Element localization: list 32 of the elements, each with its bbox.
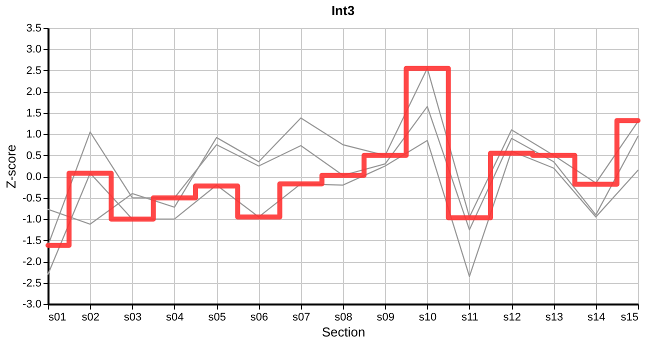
x-tick-label: s11 <box>461 312 478 324</box>
x-tick-label: s12 <box>503 312 521 324</box>
x-tick-label: s05 <box>208 312 226 324</box>
y-tick-label: -3.0 <box>22 298 42 310</box>
x-tick-label: s03 <box>124 312 142 324</box>
x-tick-label: s06 <box>250 312 268 324</box>
chart-title: Int3 <box>331 3 355 18</box>
x-tick-label: s15 <box>620 312 638 324</box>
x-axis-title: Section <box>322 324 366 340</box>
x-tick-label: s09 <box>376 312 395 324</box>
y-tick-label: 1.0 <box>26 128 42 141</box>
y-tick-label: 0.0 <box>26 171 42 184</box>
y-tick-label: -1.0 <box>22 214 42 226</box>
y-tick-label: 0.5 <box>26 150 42 162</box>
y-tick-label: 3.0 <box>26 44 42 56</box>
x-tick-label: s07 <box>292 312 310 324</box>
x-tick-label: s02 <box>82 312 100 324</box>
y-tick-label: -2.5 <box>22 277 42 290</box>
x-tick-label: s10 <box>418 312 437 324</box>
y-tick-label: 2.5 <box>26 64 42 77</box>
y-axis-title: Z-score <box>4 144 19 189</box>
y-tick-label: -0.5 <box>22 192 42 204</box>
x-tick-label: s14 <box>587 312 606 324</box>
x-tick-label: s01 <box>48 312 66 324</box>
x-tick-label: s08 <box>334 312 352 324</box>
x-tick-label: s13 <box>545 312 564 324</box>
y-tick-label: -2.0 <box>22 256 42 268</box>
y-tick-label: 2.0 <box>26 86 42 98</box>
y-tick-label: 3.5 <box>26 22 42 34</box>
y-tick-label: -1.5 <box>22 234 42 247</box>
x-tick-label: s04 <box>166 312 184 324</box>
y-tick-label: 1.5 <box>26 107 42 120</box>
